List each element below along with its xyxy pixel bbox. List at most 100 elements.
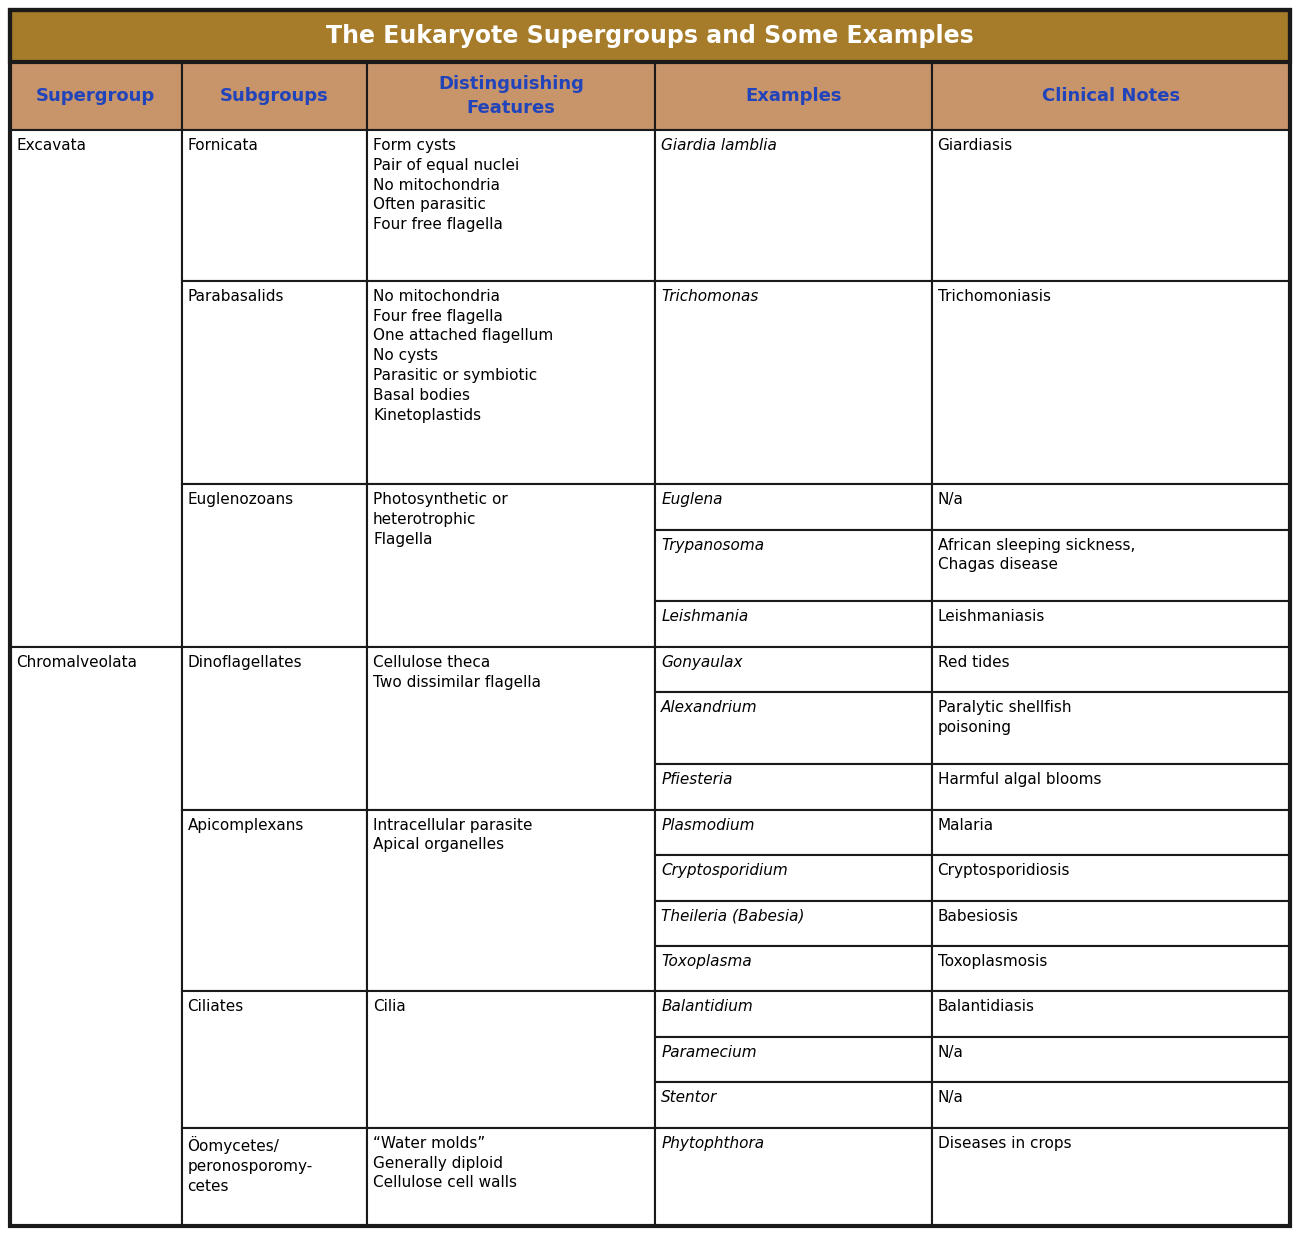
Text: Toxoplasmosis: Toxoplasmosis	[937, 954, 1046, 969]
Text: Öomycetes/
peronosporomy-
cetes: Öomycetes/ peronosporomy- cetes	[187, 1136, 313, 1194]
Text: Dinoflagellates: Dinoflagellates	[187, 655, 302, 670]
Bar	[10, 646, 182, 1226]
Text: Photosynthetic or
heterotrophic
Flagella: Photosynthetic or heterotrophic Flagella	[373, 492, 508, 546]
Text: Babesiosis: Babesiosis	[937, 908, 1019, 923]
Text: Paralytic shellfish
poisoning: Paralytic shellfish poisoning	[937, 701, 1071, 735]
Text: Supergroup: Supergroup	[36, 87, 156, 105]
Text: Pfiesteria: Pfiesteria	[662, 772, 733, 787]
Text: Alexandrium: Alexandrium	[662, 701, 758, 716]
Bar	[932, 1128, 1290, 1226]
Text: Giardia lamblia: Giardia lamblia	[662, 138, 777, 153]
Bar	[367, 1128, 655, 1226]
Bar	[655, 62, 932, 130]
Text: Cellulose theca
Two dissimilar flagella: Cellulose theca Two dissimilar flagella	[373, 655, 541, 690]
Text: Leishmania: Leishmania	[662, 609, 749, 624]
Text: Harmful algal blooms: Harmful algal blooms	[937, 772, 1101, 787]
Bar	[182, 810, 367, 991]
Text: Parabasalids: Parabasalids	[187, 289, 283, 304]
Text: The Eukaryote Supergroups and Some Examples: The Eukaryote Supergroups and Some Examp…	[326, 23, 974, 48]
Bar	[932, 764, 1290, 810]
Text: Paramecium: Paramecium	[662, 1044, 757, 1060]
Bar	[932, 130, 1290, 281]
Bar	[182, 485, 367, 646]
Text: Theileria (Babesia): Theileria (Babesia)	[662, 908, 805, 923]
Bar	[655, 281, 932, 485]
Text: Leishmaniasis: Leishmaniasis	[937, 609, 1045, 624]
Bar	[655, 810, 932, 855]
Bar	[655, 991, 932, 1037]
Bar	[932, 901, 1290, 946]
Bar	[182, 281, 367, 485]
Bar	[182, 1128, 367, 1226]
Bar	[655, 764, 932, 810]
Text: Stentor: Stentor	[662, 1090, 718, 1105]
Bar	[932, 602, 1290, 646]
Bar	[367, 646, 655, 810]
Text: Trichomoniasis: Trichomoniasis	[937, 289, 1050, 304]
Bar	[932, 1037, 1290, 1083]
Text: N/a: N/a	[937, 1090, 963, 1105]
Text: Subgroups: Subgroups	[220, 87, 329, 105]
Text: Phytophthora: Phytophthora	[662, 1136, 764, 1151]
Bar	[10, 130, 182, 646]
Text: Red tides: Red tides	[937, 655, 1009, 670]
Text: Trypanosoma: Trypanosoma	[662, 538, 764, 552]
Text: Ciliates: Ciliates	[187, 1000, 244, 1015]
Text: Fornicata: Fornicata	[187, 138, 259, 153]
Bar	[182, 62, 367, 130]
Bar	[10, 10, 1290, 62]
Bar	[655, 602, 932, 646]
Text: Form cysts
Pair of equal nuclei
No mitochondria
Often parasitic
Four free flagel: Form cysts Pair of equal nuclei No mitoc…	[373, 138, 520, 232]
Bar	[932, 530, 1290, 602]
Bar	[655, 692, 932, 764]
Text: Intracellular parasite
Apical organelles: Intracellular parasite Apical organelles	[373, 818, 533, 853]
Bar	[655, 485, 932, 530]
Text: Cilia: Cilia	[373, 1000, 406, 1015]
Text: Balantidium: Balantidium	[662, 1000, 753, 1015]
Bar	[932, 692, 1290, 764]
Text: Apicomplexans: Apicomplexans	[187, 818, 304, 833]
Text: Diseases in crops: Diseases in crops	[937, 1136, 1071, 1151]
Bar	[367, 810, 655, 991]
Bar	[367, 281, 655, 485]
Bar	[655, 130, 932, 281]
Bar	[10, 10, 1290, 62]
Text: N/a: N/a	[937, 1044, 963, 1060]
Bar	[655, 1083, 932, 1128]
Text: Euglena: Euglena	[662, 492, 723, 507]
Bar	[932, 1083, 1290, 1128]
Text: Trichomonas: Trichomonas	[662, 289, 758, 304]
Bar	[655, 855, 932, 901]
Bar	[932, 810, 1290, 855]
Bar	[932, 946, 1290, 991]
Text: Toxoplasma: Toxoplasma	[662, 954, 751, 969]
Bar	[932, 62, 1290, 130]
Bar	[655, 946, 932, 991]
Text: “Water molds”
Generally diploid
Cellulose cell walls: “Water molds” Generally diploid Cellulos…	[373, 1136, 517, 1190]
Bar	[655, 1128, 932, 1226]
Bar	[655, 646, 932, 692]
Bar	[932, 991, 1290, 1037]
Text: African sleeping sickness,
Chagas disease: African sleeping sickness, Chagas diseas…	[937, 538, 1135, 572]
Bar	[932, 281, 1290, 485]
Bar	[367, 991, 655, 1128]
Bar	[932, 485, 1290, 530]
Bar	[367, 130, 655, 281]
Text: Excavata: Excavata	[16, 138, 86, 153]
Text: Euglenozoans: Euglenozoans	[187, 492, 294, 507]
Text: Chromalveolata: Chromalveolata	[16, 655, 136, 670]
Text: Malaria: Malaria	[937, 818, 993, 833]
Bar	[182, 646, 367, 810]
Bar	[182, 991, 367, 1128]
Text: Clinical Notes: Clinical Notes	[1041, 87, 1180, 105]
Text: Giardiasis: Giardiasis	[937, 138, 1013, 153]
Bar	[10, 62, 182, 130]
Bar	[655, 901, 932, 946]
Bar	[367, 62, 655, 130]
Text: Balantidiasis: Balantidiasis	[937, 1000, 1035, 1015]
Text: Cryptosporidium: Cryptosporidium	[662, 863, 788, 878]
Bar	[182, 130, 367, 281]
Text: No mitochondria
Four free flagella
One attached flagellum
No cysts
Parasitic or : No mitochondria Four free flagella One a…	[373, 289, 554, 423]
Text: Plasmodium: Plasmodium	[662, 818, 754, 833]
Text: Gonyaulax: Gonyaulax	[662, 655, 742, 670]
